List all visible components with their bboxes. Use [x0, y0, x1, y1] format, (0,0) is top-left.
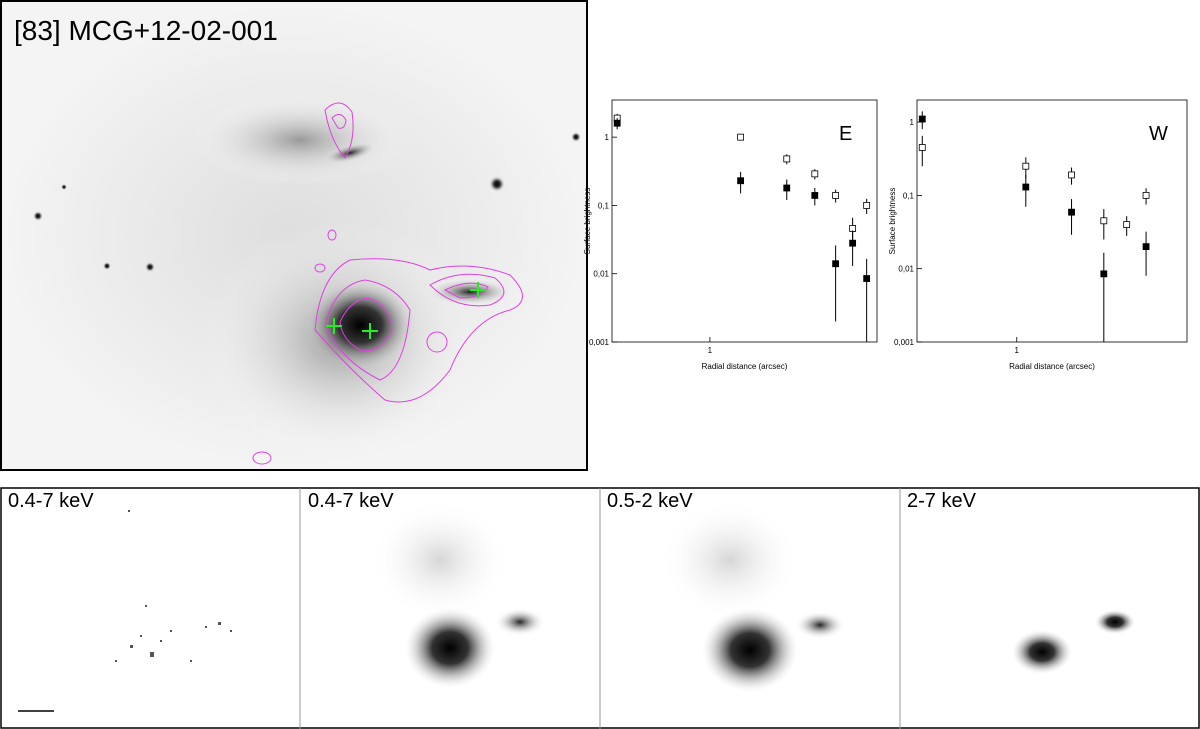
point: [1022, 183, 1030, 191]
y-tick-label: 1: [910, 118, 915, 127]
y-tick-label: 1: [605, 133, 610, 142]
panel-label: 0.4-7 keV: [8, 490, 94, 512]
y-tick-label: 0,001: [894, 338, 915, 347]
y-tick-label: 0,01: [593, 270, 609, 279]
point: [1142, 191, 1150, 199]
point: [811, 192, 819, 199]
point: [863, 275, 871, 282]
xray-strip: [0, 487, 1200, 729]
point: [1068, 171, 1075, 179]
point: [832, 192, 840, 199]
y-axis-label: Surface brightness: [583, 188, 592, 255]
y-axis-label: Surface brightness: [888, 188, 897, 255]
plot-frame: [611, 99, 878, 343]
point: [783, 155, 791, 163]
panel-letter: W: [1149, 123, 1168, 145]
point: [737, 133, 745, 141]
panel-letter: E: [839, 123, 852, 145]
plot-frame: [916, 99, 1188, 343]
point: [849, 239, 857, 247]
y-tick-label: 0,1: [903, 191, 915, 200]
figure-title: [83] MCG+12-02-001: [14, 15, 278, 46]
panel-label: 2-7 keV: [907, 490, 977, 512]
point: [1068, 208, 1075, 216]
point: [1142, 243, 1150, 251]
point: [863, 202, 871, 209]
point: [832, 260, 840, 268]
point: [918, 115, 926, 123]
point: [783, 184, 791, 192]
point: [811, 170, 819, 178]
x-axis-label: Radial distance (arcsec): [1009, 362, 1095, 371]
x-tick-label: 1: [708, 346, 713, 355]
y-tick-label: 0,01: [898, 265, 914, 274]
point: [737, 177, 745, 185]
x-axis-label: Radial distance (arcsec): [702, 362, 788, 371]
point: [1022, 162, 1030, 170]
y-tick-label: 0,1: [598, 201, 610, 210]
y-tick-label: 0,001: [589, 338, 610, 347]
panel-label: 0.5-2 keV: [607, 490, 693, 512]
optical-image: [0, 0, 588, 471]
point: [1123, 221, 1131, 228]
x-tick-label: 1: [1015, 346, 1020, 355]
point: [1100, 217, 1108, 225]
point: [613, 119, 621, 127]
point: [1100, 270, 1108, 278]
panel-label: 0.4-7 keV: [308, 490, 394, 512]
point: [918, 144, 926, 151]
